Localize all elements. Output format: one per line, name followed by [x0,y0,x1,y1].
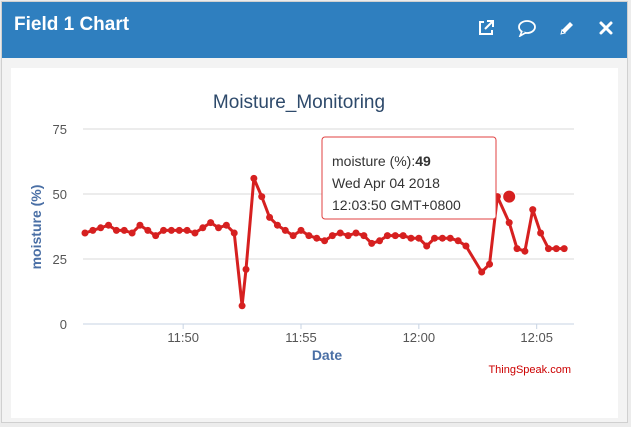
data-point [328,232,336,240]
chart-title: Moisture_Monitoring [213,92,385,113]
y-tick-label: 75 [53,122,67,137]
data-point [544,245,552,253]
x-tick-label: 12:05 [520,330,553,345]
data-point [191,229,199,237]
data-point [258,193,266,201]
data-point [446,234,454,242]
line-chart: Moisture_Monitoring 0 25 50 75 11:50 11:55 12… [28,92,574,376]
data-point [297,226,305,234]
data-point [391,232,399,240]
data-point [305,232,313,240]
data-point [289,232,297,240]
data-point [344,232,352,240]
tooltip-value: 49 [415,153,431,169]
x-tick-label: 12:00 [403,330,436,345]
pencil-icon[interactable] [555,16,579,40]
data-point [266,213,274,221]
data-point [454,237,462,245]
data-point [438,234,446,242]
data-point [175,226,183,234]
data-point [215,224,223,232]
data-point [336,229,344,237]
data-point [250,174,258,182]
series-moisture [81,174,568,310]
highlighted-point [502,189,517,204]
data-point [486,260,494,268]
data-point [376,237,384,245]
data-point [521,247,529,255]
panel-header: Field 1 Chart [2,2,627,58]
data-point [207,219,215,227]
data-point [222,221,230,229]
data-point [281,226,289,234]
chart-card: Moisture_Monitoring 0 25 50 75 11:50 11:55 12… [11,68,618,418]
data-point [505,219,513,227]
y-tick-label: 25 [53,252,67,267]
data-point [183,226,191,234]
data-point [238,302,246,310]
data-point [144,226,152,234]
data-point [407,234,415,242]
tooltip-date: Wed Apr 04 2018 [332,175,440,191]
data-point [399,232,407,240]
data-point [478,268,486,276]
y-tick-label: 50 [53,187,67,202]
data-point [360,232,368,240]
data-point [128,229,136,237]
data-point [81,229,89,237]
comment-icon[interactable] [515,16,539,40]
data-point [230,229,238,237]
y-axis-label: moisture (%) [28,185,44,270]
data-point [199,224,207,232]
x-tick-label: 11:50 [167,330,199,345]
data-point [462,242,470,250]
panel-title: Field 1 Chart [14,14,130,35]
data-point [431,234,439,242]
data-point [552,245,560,253]
data-point [160,226,168,234]
data-point [313,234,321,242]
tooltip-time: 12:03:50 GMT+0800 [332,197,461,213]
data-point [105,221,113,229]
external-link-icon[interactable] [474,16,498,40]
tooltip-label: moisture (%): [332,153,415,169]
data-point [415,234,423,242]
svg-text:moisture (%):49: moisture (%):49 [332,153,431,169]
data-point [89,226,97,234]
data-point [136,221,144,229]
x-tick-labels: 11:50 11:55 12:00 12:05 [167,324,553,345]
data-point [112,226,120,234]
x-tick-label: 11:55 [285,330,317,345]
data-point [352,229,360,237]
data-point [513,245,521,253]
tooltip: moisture (%):49 Wed Apr 04 2018 12:03:50… [321,136,497,220]
close-icon[interactable] [594,16,618,40]
data-point [152,232,160,240]
data-point [273,221,281,229]
data-point [537,229,545,237]
data-point [529,206,537,214]
data-point [120,226,128,234]
data-point [321,237,329,245]
data-point [242,265,250,273]
data-point [97,224,105,232]
data-point [167,226,175,234]
data-point [368,239,376,247]
y-tick-label: 0 [60,317,67,332]
credit-link[interactable]: ThingSpeak.com [488,364,571,376]
x-axis-label: Date [312,347,343,363]
y-tick-labels: 0 25 50 75 [53,122,67,332]
data-point [560,245,568,253]
data-point [383,232,391,240]
data-point [423,242,431,250]
